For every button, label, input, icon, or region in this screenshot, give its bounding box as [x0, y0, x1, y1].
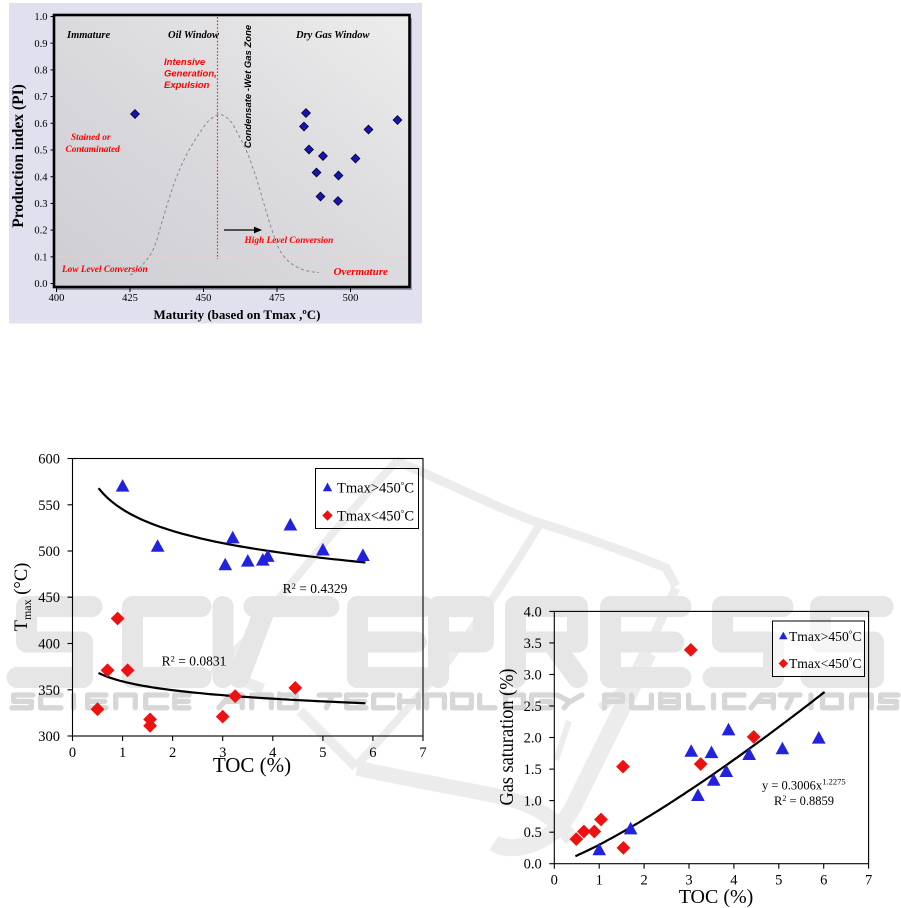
svg-text:R2 = 0.4329: R2 = 0.4329: [283, 581, 348, 597]
svg-text:2.5: 2.5: [524, 699, 542, 715]
svg-text:0.2: 0.2: [34, 226, 47, 237]
svg-text:TOC (%): TOC (%): [213, 753, 291, 777]
svg-text:3: 3: [219, 745, 226, 761]
svg-text:Maturity (based on Tmax ,ºC): Maturity (based on Tmax ,ºC): [154, 307, 321, 322]
svg-text:1: 1: [596, 873, 603, 889]
svg-text:550: 550: [38, 498, 60, 514]
svg-text:600: 600: [38, 452, 60, 468]
svg-text:y = 0.3006x1.2275: y = 0.3006x1.2275: [762, 777, 846, 793]
svg-text:Immature: Immature: [66, 30, 111, 41]
svg-text:0.7: 0.7: [34, 92, 47, 103]
svg-text:Oil Window: Oil Window: [168, 30, 220, 41]
svg-text:R2 = 0.0831: R2 = 0.0831: [162, 653, 227, 669]
svg-text:450: 450: [38, 590, 60, 606]
svg-text:2: 2: [169, 745, 176, 761]
svg-text:1.5: 1.5: [524, 762, 542, 778]
svg-text:0: 0: [551, 873, 558, 889]
svg-text:500: 500: [343, 293, 359, 304]
svg-text:5: 5: [319, 745, 326, 761]
svg-text:0: 0: [69, 745, 76, 761]
svg-text:Overmature: Overmature: [334, 266, 389, 278]
svg-text:1.0: 1.0: [524, 794, 542, 810]
svg-text:400: 400: [38, 637, 60, 653]
svg-text:0.9: 0.9: [34, 39, 47, 50]
svg-text:2: 2: [640, 873, 647, 889]
svg-text:3.5: 3.5: [524, 636, 542, 652]
svg-text:425: 425: [122, 293, 138, 304]
svg-text:Tmax>450°C: Tmax>450°C: [337, 481, 414, 497]
svg-text:0.8: 0.8: [34, 66, 47, 77]
svg-text:0.0: 0.0: [34, 279, 47, 290]
svg-text:Contaminated: Contaminated: [66, 145, 121, 155]
svg-text:350: 350: [38, 683, 60, 699]
svg-text:0.5: 0.5: [524, 825, 542, 841]
svg-text:0.5: 0.5: [34, 146, 47, 157]
svg-text:450: 450: [196, 293, 212, 304]
svg-text:Stained or: Stained or: [71, 133, 111, 143]
svg-text:1: 1: [119, 745, 126, 761]
svg-text:500: 500: [38, 544, 60, 560]
svg-text:2.0: 2.0: [524, 731, 542, 747]
svg-text:Intensive: Intensive: [164, 57, 206, 68]
svg-text:0.1: 0.1: [34, 252, 47, 263]
svg-text:400: 400: [49, 293, 65, 304]
svg-text:6: 6: [369, 745, 376, 761]
svg-text:Generation,: Generation,: [164, 69, 217, 80]
svg-text:1.0: 1.0: [34, 12, 47, 23]
svg-text:Tmax<450°C: Tmax<450°C: [337, 509, 414, 525]
svg-text:High Level Conversion: High Level Conversion: [244, 236, 334, 246]
svg-text:0.0: 0.0: [524, 857, 542, 873]
svg-text:Production index (PI): Production index (PI): [10, 84, 27, 228]
svg-text:3: 3: [685, 873, 692, 889]
svg-text:R2 = 0.8859: R2 = 0.8859: [774, 794, 834, 808]
svg-text:Expulsion: Expulsion: [164, 80, 210, 91]
svg-text:Tmax (°C): Tmax (°C): [12, 563, 34, 632]
svg-text:Condensate -Wet Gas Zone: Condensate -Wet Gas Zone: [243, 24, 254, 148]
svg-text:7: 7: [865, 873, 872, 889]
svg-text:Tmax>450°C: Tmax>450°C: [789, 629, 861, 644]
svg-text:300: 300: [38, 729, 60, 745]
svg-text:4: 4: [269, 745, 277, 761]
svg-text:0.4: 0.4: [34, 172, 48, 183]
svg-text:3.0: 3.0: [524, 668, 542, 684]
svg-text:Tmax<450°C: Tmax<450°C: [789, 656, 861, 671]
svg-text:4.0: 4.0: [524, 604, 542, 620]
svg-text:Gas saturation (%): Gas saturation (%): [496, 669, 518, 806]
svg-text:0.6: 0.6: [34, 119, 47, 130]
svg-text:6: 6: [820, 873, 827, 889]
svg-text:7: 7: [419, 745, 426, 761]
svg-text:Low Level Conversion: Low Level Conversion: [61, 265, 148, 275]
svg-text:5: 5: [775, 873, 782, 889]
svg-text:475: 475: [269, 293, 285, 304]
svg-text:TOC (%): TOC (%): [679, 886, 754, 908]
svg-text:Dry Gas Window: Dry Gas Window: [295, 30, 371, 41]
svg-text:4: 4: [730, 873, 738, 889]
svg-text:0.3: 0.3: [34, 199, 47, 210]
